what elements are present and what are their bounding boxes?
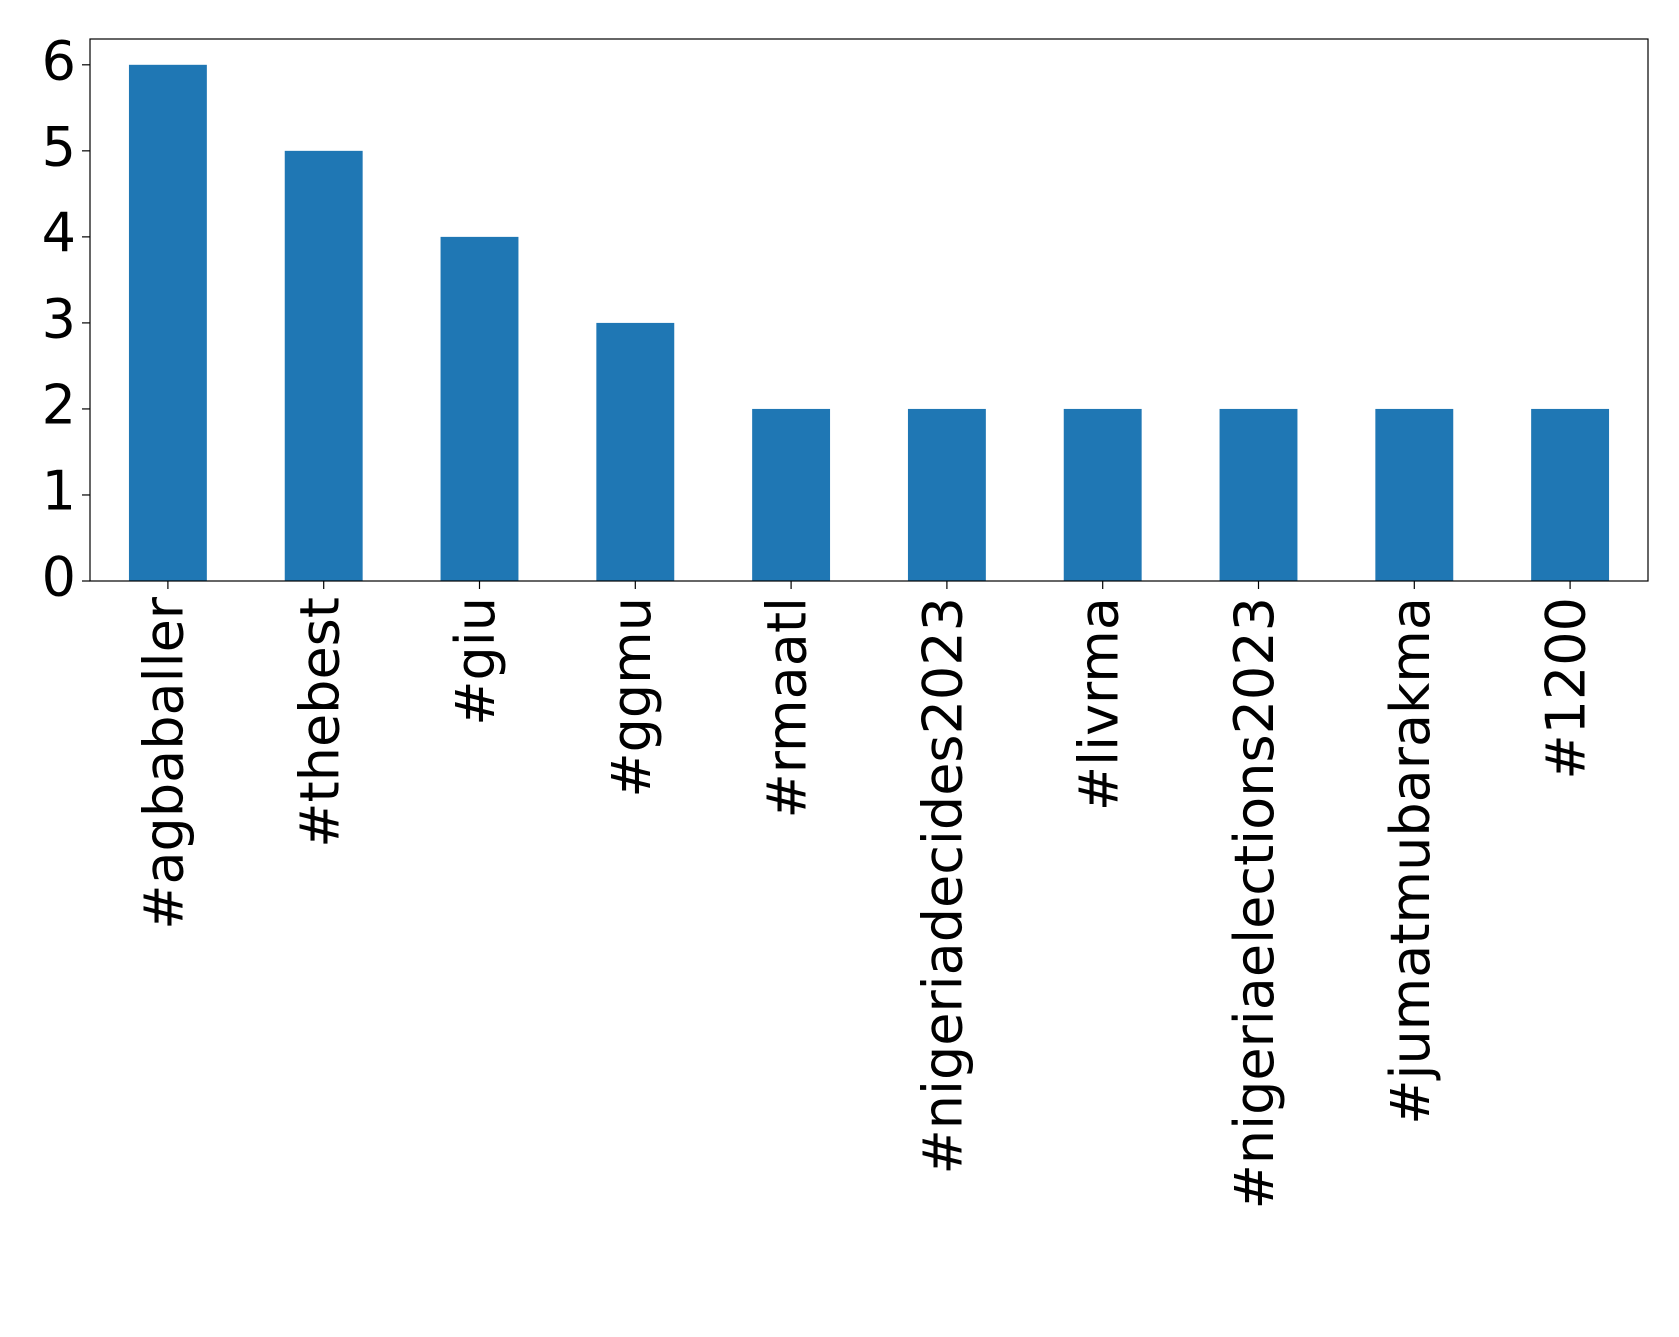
bar <box>907 408 986 581</box>
bar <box>440 236 519 581</box>
x-tick-label: #ggmu <box>600 597 663 798</box>
x-tick-label: #1200 <box>1535 597 1598 780</box>
x-tick-label: #jumatmubarakma <box>1379 597 1442 1125</box>
bar <box>128 64 207 582</box>
y-tick-label: 0 <box>42 546 76 609</box>
axes-frame <box>89 38 1649 582</box>
x-tick-label: #thebest <box>288 597 351 848</box>
y-tick-label: 6 <box>42 29 76 92</box>
bar <box>1531 408 1610 581</box>
bar <box>284 150 363 582</box>
x-tick-label: #nigeriaelections2023 <box>1223 597 1286 1209</box>
x-tick-label: #nigeriadecides2023 <box>912 597 975 1175</box>
y-tick-label: 2 <box>42 374 76 437</box>
bar <box>596 322 675 581</box>
y-tick-label: 1 <box>42 460 76 523</box>
x-tick-label: #agbaballer <box>133 596 196 930</box>
y-tick-label: 3 <box>42 288 76 351</box>
bar <box>1219 408 1298 581</box>
y-tick-label: 5 <box>42 115 76 178</box>
bar <box>1375 408 1454 581</box>
bar <box>752 408 831 581</box>
y-tick-label: 4 <box>42 202 76 265</box>
bar <box>1063 408 1142 581</box>
x-tick-label: #rmaatl <box>756 597 819 818</box>
x-tick-label: #giu <box>444 597 507 726</box>
x-tick-label: #livrma <box>1067 597 1130 811</box>
